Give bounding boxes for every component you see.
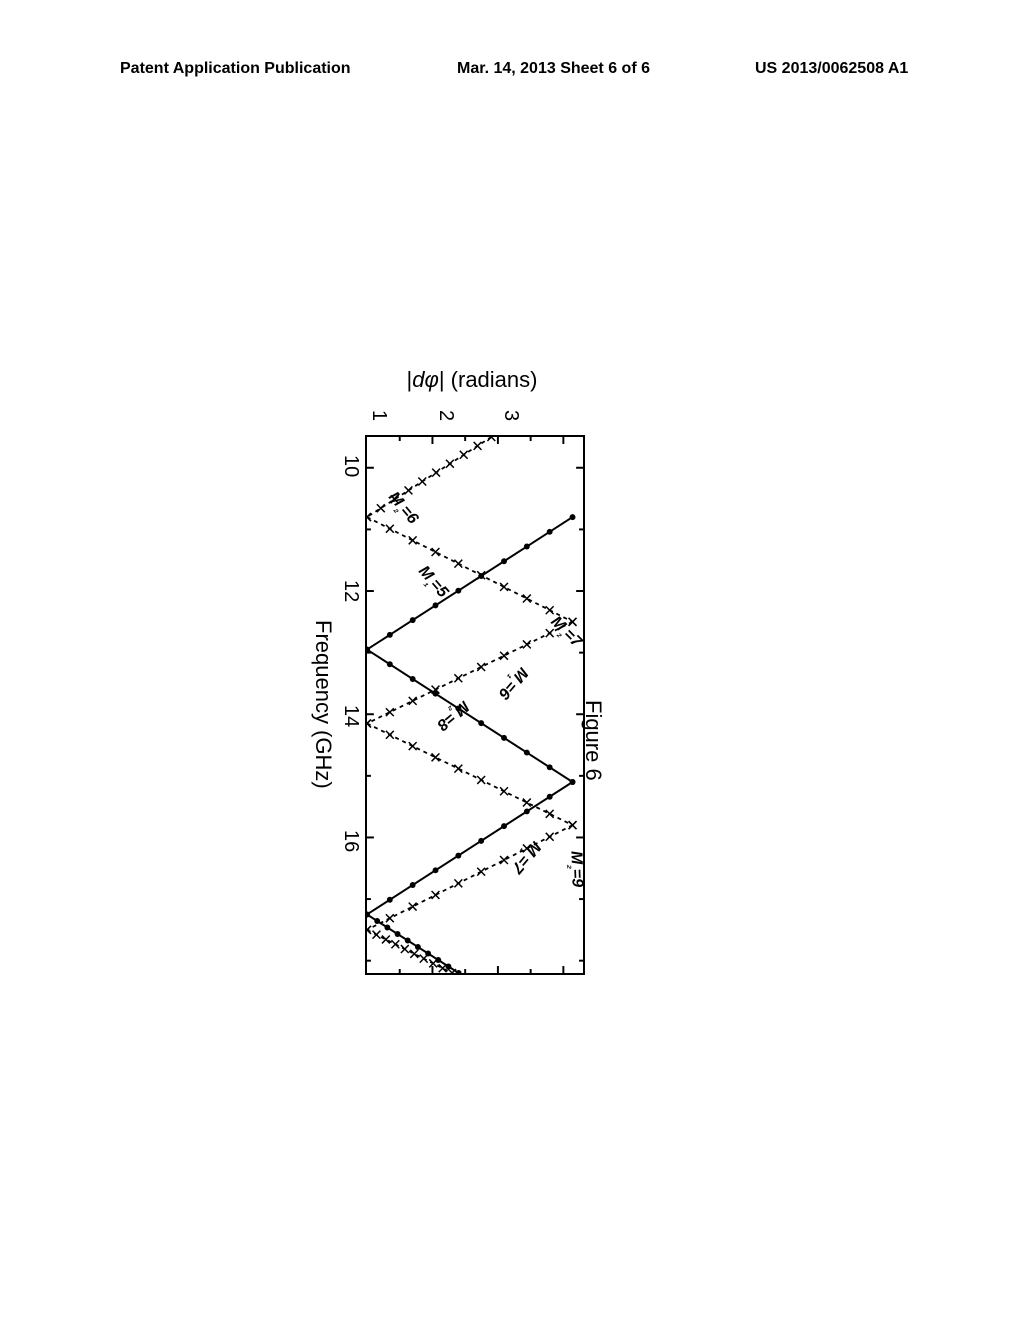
figure-caption: Figure 6 <box>580 700 606 781</box>
x-tick-10: 10 <box>339 455 362 477</box>
series-label: M₂=9 <box>564 850 585 887</box>
header-right: US 2013/0062508 A1 <box>755 60 908 78</box>
x-tick-14: 14 <box>339 705 362 727</box>
page-header: Patent Application Publication Mar. 14, … <box>0 60 1024 90</box>
x-tick-16: 16 <box>339 830 362 852</box>
y-axis-label: |dφ| (radians) <box>397 367 547 393</box>
y-tick-1: 1 <box>367 410 390 421</box>
header-left: Patent Application Publication <box>120 60 351 78</box>
chart-inner: 1 2 3 10 12 14 16 |dφ| (radians) Frequen… <box>290 340 590 1000</box>
figure-6-chart: 1 2 3 10 12 14 16 |dφ| (radians) Frequen… <box>110 520 770 820</box>
y-tick-3: 3 <box>499 410 522 421</box>
y-axis-unit: (radians) <box>451 367 538 392</box>
y-tick-2: 2 <box>434 410 457 421</box>
x-axis-label: Frequency (GHz) <box>310 620 336 870</box>
x-tick-12: 12 <box>339 580 362 602</box>
page: Patent Application Publication Mar. 14, … <box>0 0 1024 1320</box>
header-center: Mar. 14, 2013 Sheet 6 of 6 <box>457 60 650 78</box>
